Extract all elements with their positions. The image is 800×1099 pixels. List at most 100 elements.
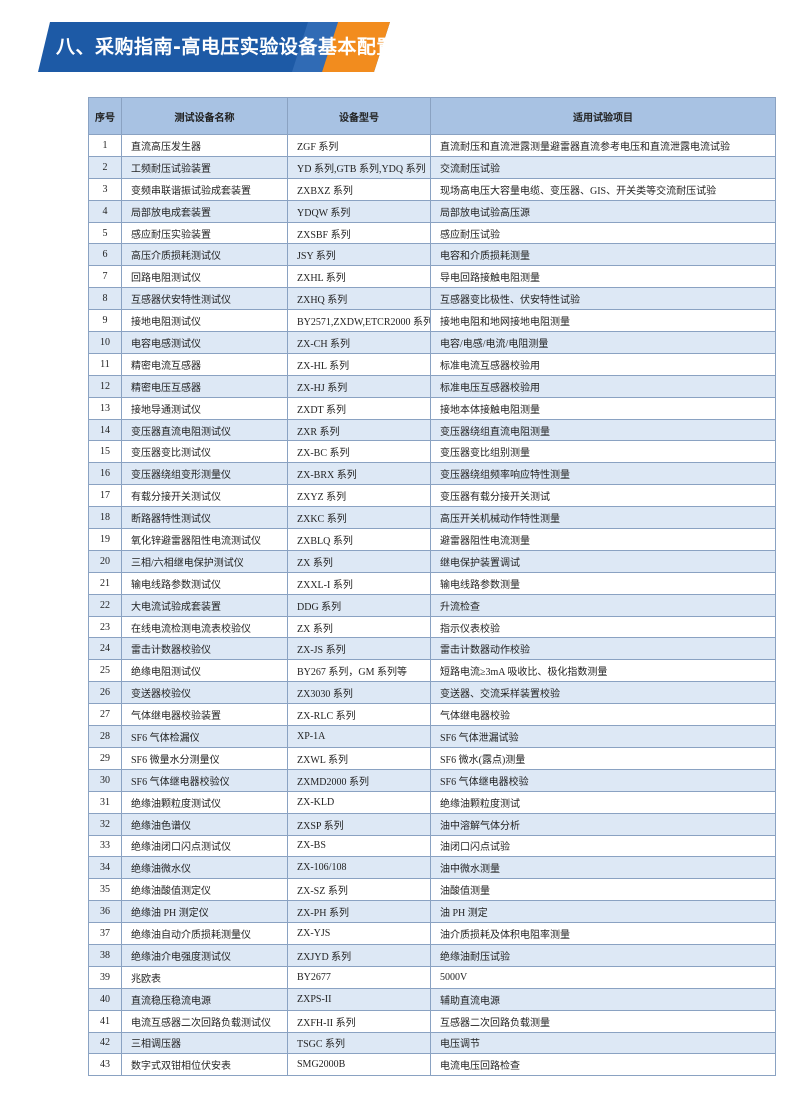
table-cell: 变压器有载分接开关测试 bbox=[430, 484, 776, 508]
table-cell: 短路电流≥3mA 吸收比、极化指数测量 bbox=[430, 659, 776, 683]
table-row: 41 电流互感器二次回路负载测试仪 ZXFH-II 系列 互感器二次回路负载测量 bbox=[88, 1009, 776, 1033]
table-cell: ZXBXZ 系列 bbox=[287, 177, 431, 201]
table-cell: 有载分接开关测试仪 bbox=[121, 484, 288, 508]
table-cell: ZX-RLC 系列 bbox=[287, 703, 431, 727]
table-row: 29 SF6 微量水分测量仪 ZXWL 系列 SF6 微水(露点)测量 bbox=[88, 746, 776, 770]
table-row: 6 高压介质损耗测试仪 JSY 系列 电容和介质损耗测量 bbox=[88, 243, 776, 267]
table-cell: 电压调节 bbox=[430, 1031, 776, 1055]
table-cell: 31 bbox=[88, 790, 122, 814]
table-cell: 6 bbox=[88, 243, 122, 267]
column-header: 适用试验项目 bbox=[430, 97, 776, 135]
table-cell: 导电回路接触电阻测量 bbox=[430, 265, 776, 289]
table-row: 8 互感器伏安特性测试仪 ZXHQ 系列 互感器变比极性、伏安特性试验 bbox=[88, 287, 776, 311]
table-cell: YDQW 系列 bbox=[287, 199, 431, 223]
table-cell: 电流电压回路检查 bbox=[430, 1053, 776, 1077]
table-cell: 直流耐压和直流泄露测量避雷器直流参考电压和直流泄露电流试验 bbox=[430, 134, 776, 157]
table-cell: 21 bbox=[88, 571, 122, 595]
table-cell: 辅助直流电源 bbox=[430, 987, 776, 1011]
table-cell: JSY 系列 bbox=[287, 243, 431, 267]
table-row: 26 变送器校验仪 ZX3030 系列 变送器、交流采样装置校验 bbox=[88, 681, 776, 705]
table-cell: ZXFH-II 系列 bbox=[287, 1009, 431, 1033]
table-cell: 27 bbox=[88, 703, 122, 727]
table-cell: 兆欧表 bbox=[121, 965, 288, 989]
table-cell: 13 bbox=[88, 396, 122, 420]
table-cell: 三相调压器 bbox=[121, 1031, 288, 1055]
table-cell: 23 bbox=[88, 615, 122, 639]
table-body: 1 直流高压发生器 ZGF 系列 直流耐压和直流泄露测量避雷器直流参考电压和直流泄露电… bbox=[88, 134, 776, 1077]
table-cell: 36 bbox=[88, 900, 122, 924]
table-cell: TSGC 系列 bbox=[287, 1031, 431, 1055]
table-cell: BY267 系列，GM 系列等 bbox=[287, 659, 431, 683]
table-cell: 绝缘油耐压试验 bbox=[430, 943, 776, 967]
table-row: 38 绝缘油介电强度测试仪 ZXJYD 系列 绝缘油耐压试验 bbox=[88, 943, 776, 967]
table-cell: 油中溶解气体分析 bbox=[430, 812, 776, 836]
table-row: 30 SF6 气体继电器校验仪 ZXMD2000 系列 SF6 气体继电器校验 bbox=[88, 768, 776, 792]
table-cell: 油酸值测量 bbox=[430, 878, 776, 902]
table-cell: SF6 气体泄漏试验 bbox=[430, 725, 776, 748]
table-cell: 变频串联谐振试验成套装置 bbox=[121, 177, 288, 201]
table-cell: 1 bbox=[88, 134, 122, 157]
table-cell: 绝缘油 PH 测定仪 bbox=[121, 900, 288, 924]
table-cell: 互感器变比极性、伏安特性试验 bbox=[430, 287, 776, 311]
table-cell: 雷击计数器校验仪 bbox=[121, 637, 288, 661]
table-cell: 接地电阻和地网接地电阻测量 bbox=[430, 309, 776, 333]
table-cell: 电容/电感/电流/电阻测量 bbox=[430, 331, 776, 354]
table-cell: 油介质损耗及体积电阻率测量 bbox=[430, 922, 776, 945]
table-row: 9 接地电阻测试仪 BY2571,ZXDW,ETCR2000 系列 接地电阻和地网接地… bbox=[88, 309, 776, 333]
table-cell: ZXHQ 系列 bbox=[287, 287, 431, 311]
table-cell: 接地本体接触电阻测量 bbox=[430, 396, 776, 420]
table-cell: 变压器变比测试仪 bbox=[121, 440, 288, 464]
table-row: 14 变压器直流电阻测试仪 ZXR 系列 变压器绕组直流电阻测量 bbox=[88, 418, 776, 442]
table-cell: ZX-SZ 系列 bbox=[287, 878, 431, 902]
table-cell: 互感器二次回路负载测量 bbox=[430, 1009, 776, 1033]
table-cell: 气体继电器校验 bbox=[430, 703, 776, 727]
table-cell: 绝缘油酸值测定仪 bbox=[121, 878, 288, 902]
table-row: 39 兆欧表 BY2677 5000V bbox=[88, 965, 776, 989]
table-cell: 12 bbox=[88, 374, 122, 398]
table-cell: 40 bbox=[88, 987, 122, 1011]
table-cell: 接地导通测试仪 bbox=[121, 396, 288, 420]
table-cell: 变压器变比组别测量 bbox=[430, 440, 776, 464]
table-cell: 变送器、交流采样装置校验 bbox=[430, 681, 776, 705]
table-row: 11 精密电流互感器 ZX-HL 系列 标准电流互感器校验用 bbox=[88, 352, 776, 376]
table-cell: 工频耐压试验装置 bbox=[121, 155, 288, 179]
table-cell: 高压介质损耗测试仪 bbox=[121, 243, 288, 267]
header-row: 序号 测试设备名称 设备型号 适用试验项目 bbox=[88, 97, 776, 135]
table-cell: 输电线路参数测量 bbox=[430, 571, 776, 595]
table-cell: 雷击计数器动作校验 bbox=[430, 637, 776, 661]
table-cell: 5000V bbox=[430, 965, 776, 989]
table-row: 1 直流高压发生器 ZGF 系列 直流耐压和直流泄露测量避雷器直流参考电压和直流泄露电… bbox=[88, 134, 776, 157]
table-cell: 9 bbox=[88, 309, 122, 333]
table-cell: 绝缘油自动介质损耗测量仪 bbox=[121, 922, 288, 945]
table-cell: 20 bbox=[88, 549, 122, 573]
table-cell: 指示仪表校验 bbox=[430, 615, 776, 639]
table-cell: 42 bbox=[88, 1031, 122, 1055]
table-row: 37 绝缘油自动介质损耗测量仪 ZX-YJS 油介质损耗及体积电阻率测量 bbox=[88, 922, 776, 945]
table-row: 27 气体继电器校验装置 ZX-RLC 系列 气体继电器校验 bbox=[88, 703, 776, 727]
table-row: 21 输电线路参数测试仪 ZXXL-I 系列 输电线路参数测量 bbox=[88, 571, 776, 595]
table-cell: 油 PH 测定 bbox=[430, 900, 776, 924]
table-cell: 精密电流互感器 bbox=[121, 352, 288, 376]
table-cell: 41 bbox=[88, 1009, 122, 1033]
table-cell: 高压开关机械动作特性测量 bbox=[430, 506, 776, 530]
table-row: 12 精密电压互感器 ZX-HJ 系列 标准电压互感器校验用 bbox=[88, 374, 776, 398]
table-cell: ZX-BRX 系列 bbox=[287, 462, 431, 486]
table-cell: ZXSP 系列 bbox=[287, 812, 431, 836]
table-cell: 2 bbox=[88, 155, 122, 179]
table-cell: SMG2000B bbox=[287, 1053, 431, 1077]
table-cell: 升流检查 bbox=[430, 593, 776, 617]
table-cell: 接地电阻测试仪 bbox=[121, 309, 288, 333]
table-cell: 变压器绕组直流电阻测量 bbox=[430, 418, 776, 442]
table-cell: 交流耐压试验 bbox=[430, 155, 776, 179]
table-cell: 39 bbox=[88, 965, 122, 989]
table-row: 5 感应耐压实验装置 ZXSBF 系列 感应耐压试验 bbox=[88, 221, 776, 245]
table-row: 28 SF6 气体检漏仪 XP-1A SF6 气体泄漏试验 bbox=[88, 725, 776, 748]
page-title: 八、采购指南-高电压实验设备基本配置 bbox=[56, 36, 396, 58]
table-cell: ZXJYD 系列 bbox=[287, 943, 431, 967]
column-header: 序号 bbox=[88, 97, 122, 135]
table-row: 19 氧化锌避雷器阻性电流测试仪 ZXBLQ 系列 避雷器阻性电流测量 bbox=[88, 528, 776, 551]
table-cell: 电流互感器二次回路负载测试仪 bbox=[121, 1009, 288, 1033]
table-cell: 17 bbox=[88, 484, 122, 508]
table-cell: 互感器伏安特性测试仪 bbox=[121, 287, 288, 311]
table-cell: 绝缘油色谱仪 bbox=[121, 812, 288, 836]
